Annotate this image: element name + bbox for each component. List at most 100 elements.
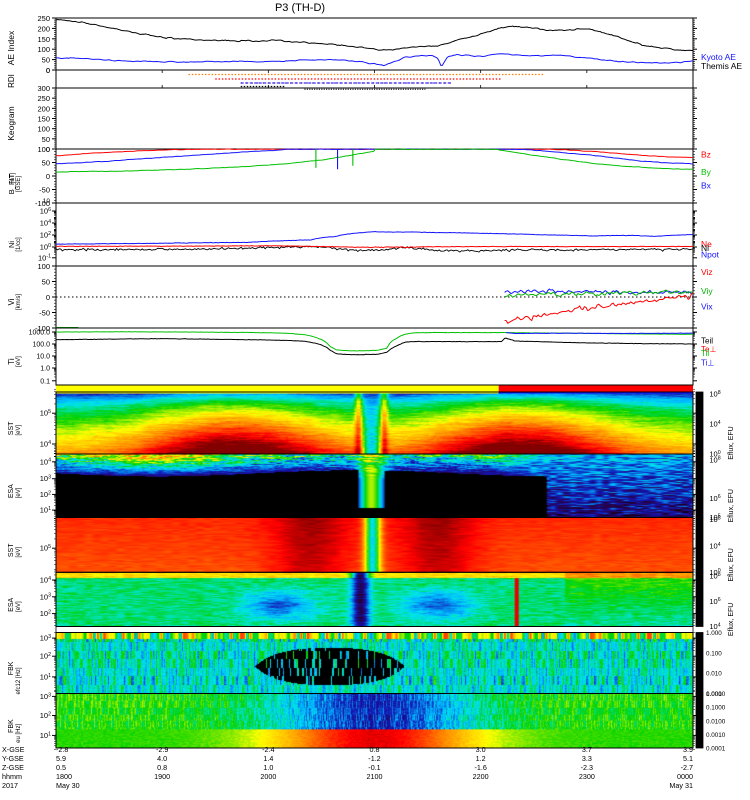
svg-text:X-GSE: X-GSE bbox=[2, 745, 25, 754]
svg-text:Bx: Bx bbox=[701, 180, 712, 190]
svg-text:eu [Hz]: eu [Hz] bbox=[16, 724, 22, 743]
svg-text:1.000: 1.000 bbox=[706, 630, 722, 637]
svg-text:-2.7: -2.7 bbox=[681, 763, 693, 772]
svg-text:-0.1: -0.1 bbox=[368, 763, 380, 772]
svg-text:-50: -50 bbox=[39, 309, 50, 318]
svg-text:Bz: Bz bbox=[701, 149, 711, 159]
svg-text:100: 100 bbox=[37, 125, 50, 134]
svg-text:5.1: 5.1 bbox=[683, 754, 693, 763]
svg-text:0.0100: 0.0100 bbox=[706, 718, 726, 725]
svg-text:Eflux, EFU: Eflux, EFU bbox=[728, 548, 735, 581]
svg-text:Eflux, EFU: Eflux, EFU bbox=[728, 603, 735, 636]
svg-text:100.0: 100.0 bbox=[32, 342, 50, 349]
svg-text:300: 300 bbox=[37, 84, 50, 93]
svg-text:3.0: 3.0 bbox=[476, 745, 486, 754]
svg-text:50: 50 bbox=[42, 135, 50, 144]
svg-text:-50: -50 bbox=[39, 186, 50, 195]
svg-text:3.3: 3.3 bbox=[582, 754, 592, 763]
svg-text:Ti⊥: Ti⊥ bbox=[701, 358, 714, 367]
svg-text:hhmm: hhmm bbox=[2, 772, 22, 781]
svg-text:2017: 2017 bbox=[2, 781, 18, 790]
svg-text:Viy: Viy bbox=[701, 286, 713, 296]
svg-text:May 31: May 31 bbox=[669, 781, 693, 790]
svg-text:2300: 2300 bbox=[579, 772, 595, 781]
svg-text:0.100: 0.100 bbox=[706, 650, 722, 657]
svg-text:Y-GSE: Y-GSE bbox=[2, 754, 24, 763]
svg-text:-2.4: -2.4 bbox=[262, 745, 274, 754]
svg-text:-2.3: -2.3 bbox=[581, 763, 593, 772]
svg-text:Vi: Vi bbox=[7, 298, 16, 305]
svg-text:ESA: ESA bbox=[8, 484, 15, 498]
svg-text:250: 250 bbox=[37, 14, 50, 23]
svg-text:Keogram: Keogram bbox=[6, 106, 16, 141]
svg-text:SST: SST bbox=[8, 421, 15, 435]
svg-text:150: 150 bbox=[37, 35, 50, 44]
svg-text:FBK: FBK bbox=[8, 719, 15, 733]
svg-text:[eV]: [eV] bbox=[16, 425, 22, 436]
svg-text:0.8: 0.8 bbox=[157, 763, 167, 772]
svg-text:Ti: Ti bbox=[7, 358, 16, 365]
svg-text:2000: 2000 bbox=[260, 772, 276, 781]
svg-text:SST: SST bbox=[8, 543, 15, 557]
svg-text:AE Index: AE Index bbox=[6, 30, 16, 65]
svg-text:1800: 1800 bbox=[56, 772, 72, 781]
svg-text:50: 50 bbox=[42, 278, 50, 287]
svg-text:1.2: 1.2 bbox=[476, 754, 486, 763]
svg-text:1000.0: 1000.0 bbox=[29, 330, 51, 337]
svg-text:1.0000: 1.0000 bbox=[706, 691, 726, 698]
svg-text:1900: 1900 bbox=[154, 772, 170, 781]
svg-text:0.1: 0.1 bbox=[40, 378, 50, 385]
svg-text:-2.9: -2.9 bbox=[156, 745, 168, 754]
svg-text:200: 200 bbox=[37, 104, 50, 113]
svg-text:-1.2: -1.2 bbox=[368, 754, 380, 763]
svg-text:Themis AE: Themis AE bbox=[701, 61, 742, 71]
svg-text:0.5: 0.5 bbox=[56, 763, 66, 772]
svg-text:100: 100 bbox=[37, 262, 50, 271]
svg-text:100: 100 bbox=[37, 45, 50, 54]
svg-text:By: By bbox=[701, 167, 712, 177]
svg-text:Z-GSE: Z-GSE bbox=[2, 763, 24, 772]
svg-text:150: 150 bbox=[37, 115, 50, 124]
svg-text:1.0: 1.0 bbox=[263, 763, 273, 772]
svg-text:Til: Til bbox=[701, 349, 709, 358]
svg-text:Viz: Viz bbox=[701, 267, 713, 277]
svg-text:[nT]: [nT] bbox=[10, 173, 16, 184]
svg-text:[GSE]: [GSE] bbox=[16, 176, 22, 192]
svg-text:[km/s]: [km/s] bbox=[16, 294, 22, 310]
svg-text:10: 10 bbox=[43, 198, 51, 205]
svg-text:2100: 2100 bbox=[367, 772, 383, 781]
svg-text:P3 (TH-D): P3 (TH-D) bbox=[275, 2, 325, 14]
svg-text:[eV]: [eV] bbox=[16, 356, 22, 367]
svg-text:RDI: RDI bbox=[7, 74, 16, 88]
svg-text:-2.8: -2.8 bbox=[56, 745, 68, 754]
svg-text:1.4: 1.4 bbox=[263, 754, 273, 763]
svg-text:0.0010: 0.0010 bbox=[706, 732, 726, 739]
svg-text:May 30: May 30 bbox=[56, 781, 80, 790]
svg-text:0000: 0000 bbox=[677, 772, 693, 781]
svg-text:[1/cc]: [1/cc] bbox=[16, 237, 22, 252]
svg-text:Ni: Ni bbox=[7, 241, 16, 248]
svg-text:0: 0 bbox=[46, 293, 50, 302]
svg-text:0.0001: 0.0001 bbox=[706, 746, 726, 753]
svg-text:1.0: 1.0 bbox=[40, 366, 50, 373]
svg-text:5.9: 5.9 bbox=[56, 754, 66, 763]
svg-text:2200: 2200 bbox=[473, 772, 489, 781]
svg-text:0: 0 bbox=[46, 68, 50, 75]
svg-text:ESA: ESA bbox=[8, 597, 15, 611]
svg-text:3.7: 3.7 bbox=[582, 745, 592, 754]
svg-text:0.8: 0.8 bbox=[370, 745, 380, 754]
svg-text:0.1000: 0.1000 bbox=[706, 705, 726, 712]
svg-text:Npot: Npot bbox=[701, 250, 720, 260]
svg-text:Vix: Vix bbox=[701, 301, 713, 311]
svg-text:3.9: 3.9 bbox=[683, 745, 693, 754]
svg-text:efc12 [Hz]: efc12 [Hz] bbox=[16, 667, 22, 694]
svg-text:10.0: 10.0 bbox=[36, 354, 50, 361]
svg-text:0.010: 0.010 bbox=[706, 671, 722, 678]
svg-text:4.0: 4.0 bbox=[157, 754, 167, 763]
svg-text:50: 50 bbox=[42, 56, 50, 65]
svg-text:[eV]: [eV] bbox=[16, 487, 22, 498]
svg-text:0: 0 bbox=[46, 172, 50, 181]
svg-text:250: 250 bbox=[37, 94, 50, 103]
svg-text:FBK: FBK bbox=[8, 661, 15, 675]
svg-text:50: 50 bbox=[42, 159, 50, 168]
